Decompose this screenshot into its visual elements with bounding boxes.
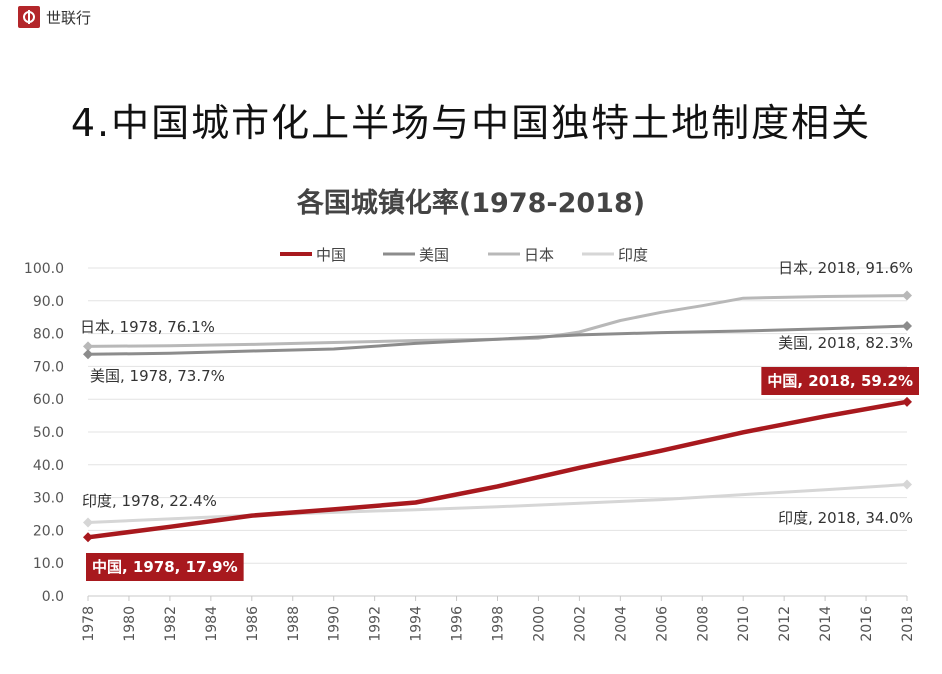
series-line-india bbox=[86, 483, 909, 524]
x-tick-label: 1978 bbox=[81, 606, 97, 642]
series-marker-china bbox=[83, 532, 93, 543]
chart-legend: 中国 美国 日本 印度 bbox=[280, 246, 648, 264]
annotation-text: 日本, 1978, 76.1% bbox=[80, 318, 215, 336]
legend-label-china: 中国 bbox=[316, 246, 346, 264]
y-tick-label: 20.0 bbox=[33, 523, 64, 539]
y-tick-label: 0.0 bbox=[42, 589, 64, 605]
series-marker-india bbox=[83, 517, 93, 528]
y-tick-label: 100.0 bbox=[24, 261, 64, 277]
x-tick-label: 1984 bbox=[204, 606, 220, 642]
series-marker-china bbox=[902, 396, 912, 407]
x-tick-label: 2002 bbox=[572, 606, 588, 642]
x-tick-label: 2014 bbox=[818, 606, 834, 642]
annotation-text: 美国, 1978, 73.7% bbox=[90, 367, 225, 385]
annotation-text: 印度, 1978, 22.4% bbox=[82, 492, 217, 510]
annotation-china-start: 中国, 1978, 17.9% bbox=[86, 553, 244, 581]
x-tick-label: 1980 bbox=[122, 606, 138, 642]
x-tick-label: 2016 bbox=[859, 606, 875, 642]
series-marker-japan bbox=[902, 290, 912, 301]
y-tick-label: 90.0 bbox=[33, 294, 64, 310]
x-tick-label: 1992 bbox=[368, 606, 384, 642]
x-tick-label: 2012 bbox=[777, 606, 793, 642]
legend-label-japan: 日本 bbox=[524, 246, 554, 264]
x-tick-label: 2018 bbox=[900, 606, 916, 642]
annotation-usa-start: 美国, 1978, 73.7% bbox=[90, 367, 225, 385]
x-tick-label: 1998 bbox=[491, 606, 507, 642]
annotation-text: 美国, 2018, 82.3% bbox=[778, 334, 913, 352]
series-line-china bbox=[85, 399, 910, 540]
x-tick-label: 1982 bbox=[163, 606, 179, 642]
x-tick-label: 2004 bbox=[613, 606, 629, 642]
series-line-usa bbox=[86, 324, 909, 356]
y-tick-label: 60.0 bbox=[33, 392, 64, 408]
brand-logo: 世联行 bbox=[18, 6, 91, 28]
x-tick-label: 1996 bbox=[450, 606, 466, 642]
legend-label-india: 印度 bbox=[618, 246, 648, 264]
x-tick-label: 2010 bbox=[736, 606, 752, 642]
legend-label-usa: 美国 bbox=[419, 246, 449, 264]
annotation-box bbox=[86, 553, 244, 581]
annotation-text: 日本, 2018, 91.6% bbox=[778, 259, 913, 277]
annotation-text: 中国, 2018, 59.2% bbox=[767, 372, 913, 390]
y-tick-label: 70.0 bbox=[33, 359, 64, 375]
series-marker-japan bbox=[83, 341, 93, 352]
annotation-box bbox=[761, 367, 919, 395]
x-tick-label: 1994 bbox=[409, 606, 425, 642]
annotation-japan-end: 日本, 2018, 91.6% bbox=[778, 259, 913, 277]
annotation-usa-end: 美国, 2018, 82.3% bbox=[778, 334, 913, 352]
brand-logo-icon bbox=[18, 6, 40, 28]
slide-title: 4.中国城市化上半场与中国独特土地制度相关 bbox=[70, 101, 872, 145]
x-tick-label: 1986 bbox=[245, 606, 261, 642]
x-tick-label: 2006 bbox=[654, 606, 670, 642]
annotation-china-end: 中国, 2018, 59.2% bbox=[761, 367, 919, 395]
chart-series bbox=[83, 290, 912, 543]
series-marker-usa bbox=[902, 321, 912, 332]
y-tick-label: 10.0 bbox=[33, 556, 64, 572]
chart-title: 各国城镇化率(1978-2018) bbox=[296, 187, 645, 219]
annotation-japan-start: 日本, 1978, 76.1% bbox=[80, 318, 215, 336]
x-axis: 1978 1980 1982 1984 1986 1988 1990 1992 1994 1996… bbox=[81, 596, 916, 642]
x-tick-label: 1988 bbox=[286, 606, 302, 642]
y-tick-label: 30.0 bbox=[33, 491, 64, 507]
x-tick-label: 1990 bbox=[327, 606, 343, 642]
annotation-india-start: 印度, 1978, 22.4% bbox=[82, 492, 217, 510]
y-tick-label: 80.0 bbox=[33, 327, 64, 343]
brand-name: 世联行 bbox=[46, 8, 92, 27]
y-tick-label: 50.0 bbox=[33, 425, 64, 441]
chart-gridlines bbox=[88, 267, 907, 597]
y-axis: 0.0 10.0 20.0 30.0 40.0 50.0 60.0 70.0 80.0 90.0 1… bbox=[24, 261, 64, 605]
x-tick-label: 2008 bbox=[695, 606, 711, 642]
annotation-text: 印度, 2018, 34.0% bbox=[778, 509, 913, 527]
series-marker-india bbox=[902, 479, 912, 490]
chart-annotations: 日本, 1978, 76.1% 美国, 1978, 73.7% 印度, 1978, … bbox=[80, 259, 919, 581]
annotation-text: 中国, 1978, 17.9% bbox=[92, 558, 238, 576]
series-marker-usa bbox=[83, 349, 93, 360]
x-tick-label: 2000 bbox=[531, 606, 547, 642]
annotation-india-end: 印度, 2018, 34.0% bbox=[778, 509, 913, 527]
y-tick-label: 40.0 bbox=[33, 458, 64, 474]
